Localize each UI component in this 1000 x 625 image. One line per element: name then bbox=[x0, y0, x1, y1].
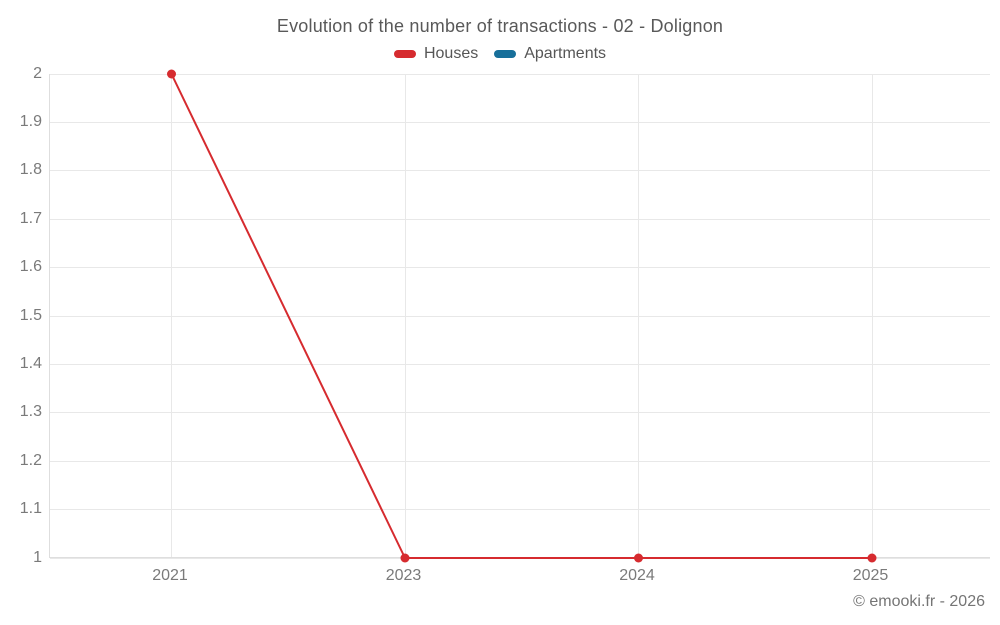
data-point-houses bbox=[633, 553, 643, 562]
gridline-horizontal bbox=[49, 315, 990, 317]
chart-title: Evolution of the number of transactions … bbox=[276, 16, 724, 36]
gridline-vertical bbox=[871, 73, 873, 557]
y-tick-label: 1.5 bbox=[19, 306, 42, 324]
gridline-horizontal bbox=[49, 218, 990, 220]
series-line-houses bbox=[170, 73, 872, 559]
data-point-houses bbox=[166, 69, 176, 78]
legend-item-label: Houses bbox=[423, 45, 479, 62]
legend: Houses Apartments bbox=[0, 45, 1000, 63]
series-layer bbox=[166, 69, 876, 562]
legend-item-houses[interactable]: Houses bbox=[393, 45, 479, 63]
legend-swatch-icon bbox=[393, 50, 416, 58]
x-tick-label: 2023 bbox=[385, 567, 422, 584]
gridline-horizontal bbox=[49, 73, 990, 75]
gridline-horizontal bbox=[49, 267, 990, 269]
gridline-horizontal bbox=[49, 412, 990, 414]
gridline-horizontal bbox=[49, 460, 990, 462]
y-tick-label: 2 bbox=[33, 64, 42, 82]
y-tick-label: 1.4 bbox=[19, 354, 42, 372]
y-tick-label: 1.8 bbox=[19, 161, 42, 179]
gridline-vertical bbox=[171, 73, 172, 557]
gridline-vertical bbox=[404, 73, 406, 557]
data-point-houses bbox=[867, 553, 876, 562]
legend-item-label: Apartments bbox=[524, 45, 607, 62]
gridline-horizontal bbox=[49, 121, 990, 123]
legend-swatch-icon bbox=[494, 50, 517, 58]
y-tick-label: 1.1 bbox=[19, 500, 42, 518]
y-axis: 1 1.1 1.2 1.3 1.4 1.5 1.6 1.7 1.8 1.9 2 bbox=[0, 0, 42, 625]
copyright-text: © emooki.fr - 2026 bbox=[853, 593, 985, 610]
gridline-vertical bbox=[638, 73, 639, 557]
gridline-horizontal bbox=[49, 509, 990, 511]
y-tick-label: 1.3 bbox=[19, 403, 42, 421]
legend-item-apartments[interactable]: Apartments bbox=[494, 45, 606, 63]
y-tick-label: 1.2 bbox=[19, 451, 42, 469]
y-tick-label: 1.7 bbox=[19, 209, 42, 227]
x-tick-label: 2025 bbox=[852, 567, 889, 584]
y-tick-label: 1.6 bbox=[19, 258, 42, 276]
plot-area bbox=[48, 69, 990, 562]
x-tick-label: 2021 bbox=[152, 567, 188, 584]
y-tick-label: 1.9 bbox=[19, 112, 42, 130]
x-tick-label: 2024 bbox=[619, 567, 655, 584]
gridline-horizontal bbox=[49, 170, 990, 172]
data-point-houses bbox=[400, 553, 409, 562]
gridline-horizontal bbox=[49, 363, 990, 365]
y-tick-label: 1 bbox=[33, 548, 42, 566]
